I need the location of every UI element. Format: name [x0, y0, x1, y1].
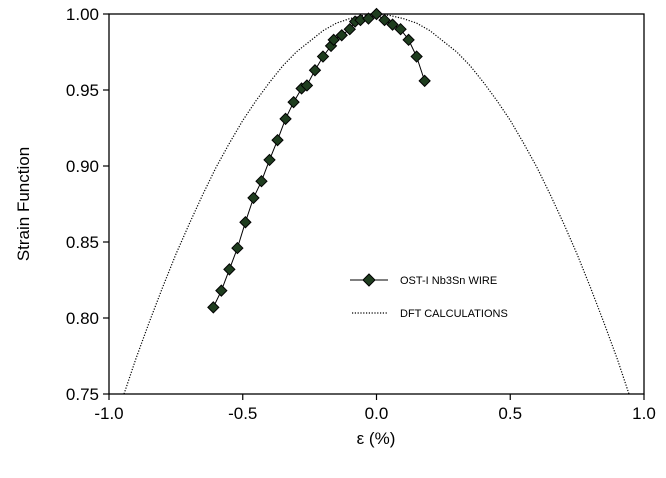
x-tick-label: 0.5: [498, 404, 522, 423]
ost-wire-point: [271, 133, 284, 147]
ost-wire-point: [223, 263, 236, 276]
ost-wire-point: [279, 112, 292, 126]
ost-wire-point: [308, 64, 322, 77]
y-tick-label: 0.95: [66, 81, 99, 100]
x-tick-label: 0.0: [365, 404, 389, 423]
ost-wire-point: [327, 33, 340, 47]
ost-wire-point: [300, 79, 314, 92]
y-tick-label: 0.85: [66, 233, 99, 252]
plot-frame: [108, 13, 645, 395]
x-axis-ticks: -1.0 -0.5 0.0 0.5 1.0: [94, 394, 656, 423]
y-tick-label: 1.00: [66, 5, 99, 24]
ost-wire-point: [386, 18, 399, 31]
ost-wire-point: [247, 191, 260, 205]
ost-wire-point: [418, 74, 431, 88]
ost-wire-point: [370, 7, 383, 21]
legend-item-dft: DFT CALCULATIONS: [352, 308, 508, 320]
ost-wire-point: [362, 12, 375, 25]
ost-wire-point: [402, 33, 415, 47]
legend-dft-label: DFT CALCULATIONS: [400, 308, 508, 320]
ost-wire-point: [287, 95, 300, 109]
y-tick-label: 0.80: [66, 309, 99, 328]
legend-wire-marker: [362, 273, 376, 287]
ost-wire-point: [335, 29, 348, 42]
x-axis-title: ε (%): [357, 429, 396, 448]
ost-wire-point: [255, 174, 268, 188]
ost-wire-point: [316, 50, 330, 63]
x-tick-label: 1.0: [632, 404, 656, 423]
ost-wire-point: [263, 153, 276, 167]
y-axis-ticks: 0.75 0.80 0.85 0.90 0.95 1.00: [66, 5, 109, 404]
ost-wire-point: [343, 22, 356, 36]
ost-wire-point: [378, 13, 391, 27]
legend: OST-I Nb3Sn WIRE DFT CALCULATIONS: [350, 273, 508, 320]
x-tick-label: -0.5: [228, 404, 257, 423]
ost-wire-point: [239, 216, 252, 229]
ost-wire-point: [410, 50, 423, 63]
y-tick-label: 0.90: [66, 157, 99, 176]
ost-wire-point: [394, 22, 407, 36]
y-axis-title: Strain Function: [14, 147, 33, 261]
legend-wire-label: OST-I Nb3Sn WIRE: [400, 275, 497, 287]
series-layer: [123, 7, 630, 394]
ost-wire-point: [231, 241, 244, 255]
legend-item-wire: OST-I Nb3Sn WIRE: [350, 273, 497, 287]
y-tick-label: 0.75: [66, 385, 99, 404]
ost-wire-point: [215, 284, 228, 297]
x-tick-label: -1.0: [94, 404, 123, 423]
dft-calculations-line: [123, 14, 630, 394]
ost-wire-point: [207, 301, 220, 314]
